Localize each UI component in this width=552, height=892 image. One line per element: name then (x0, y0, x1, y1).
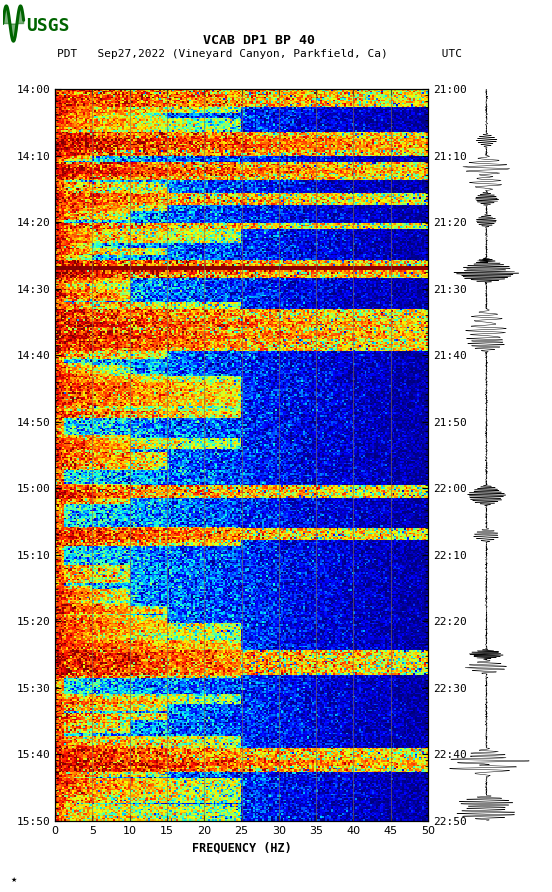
Text: VCAB DP1 BP 40: VCAB DP1 BP 40 (204, 34, 315, 46)
Text: USGS: USGS (26, 17, 70, 35)
X-axis label: FREQUENCY (HZ): FREQUENCY (HZ) (192, 841, 291, 854)
Text: PDT   Sep27,2022 (Vineyard Canyon, Parkfield, Ca)        UTC: PDT Sep27,2022 (Vineyard Canyon, Parkfie… (57, 48, 462, 59)
Text: ★: ★ (11, 877, 17, 883)
